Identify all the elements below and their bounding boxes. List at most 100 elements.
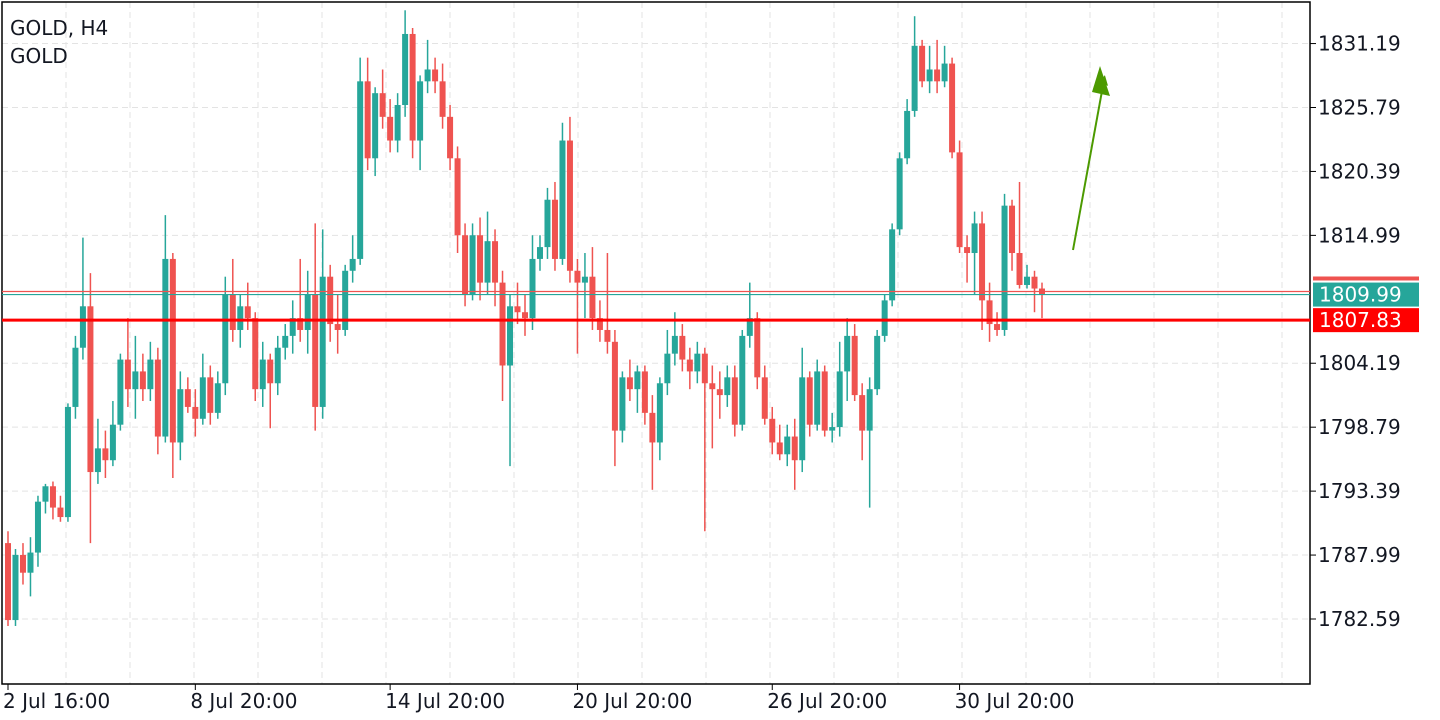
x-tick-label: 8 Jul 20:00 xyxy=(190,689,297,713)
candle-body xyxy=(874,335,881,390)
candle-body xyxy=(454,158,461,236)
candle-body xyxy=(589,276,596,319)
candle-body xyxy=(896,158,903,230)
candle-body xyxy=(686,359,693,372)
candle-body xyxy=(64,406,71,518)
candle-body xyxy=(439,81,446,117)
price-label-box xyxy=(1313,308,1419,333)
candle-body xyxy=(169,258,176,443)
candle-body xyxy=(694,353,701,372)
candle-body xyxy=(469,235,476,295)
candle-body xyxy=(34,501,41,553)
candle-body xyxy=(42,486,49,502)
candle-body xyxy=(499,282,506,366)
candle-body xyxy=(949,63,956,153)
candle-body xyxy=(409,33,416,141)
candle-body xyxy=(477,235,484,283)
candle-body xyxy=(484,241,491,283)
candle-body xyxy=(829,427,836,431)
candle-body xyxy=(716,389,723,396)
candle-body xyxy=(327,276,334,325)
y-tick-label: 1825.79 xyxy=(1318,95,1401,119)
candle-body xyxy=(836,371,843,428)
candle-body xyxy=(596,318,603,330)
candle-body xyxy=(889,229,896,301)
candle-body xyxy=(776,442,783,455)
candle-body xyxy=(784,436,791,455)
candle-body xyxy=(199,377,206,419)
candle-body xyxy=(447,116,454,159)
chart-title: GOLD, H4 xyxy=(10,16,108,40)
y-tick-label: 1793.39 xyxy=(1318,479,1401,503)
candle-body xyxy=(27,552,34,573)
candle-body xyxy=(881,300,888,336)
candle-body xyxy=(132,371,139,390)
candle-body xyxy=(244,306,251,319)
candle-body xyxy=(859,395,866,431)
candle-body xyxy=(319,276,326,407)
candle-body xyxy=(117,359,124,425)
chart-subtitle: GOLD xyxy=(10,44,68,68)
candle-body xyxy=(851,335,858,396)
x-tick-label: 30 Jul 20:00 xyxy=(955,689,1075,713)
candle-body xyxy=(417,81,424,141)
candle-body xyxy=(162,258,169,437)
price-label: 1807.83 xyxy=(1319,308,1402,332)
candle-body xyxy=(994,324,1001,330)
candle-body xyxy=(304,294,311,330)
candle-body xyxy=(462,235,469,295)
candle-body xyxy=(806,377,813,425)
candle-body xyxy=(387,116,394,141)
candle-body xyxy=(746,318,753,336)
candle-body xyxy=(94,448,101,473)
candle-body xyxy=(102,448,109,461)
candle-body xyxy=(911,45,918,111)
ask-marker xyxy=(1313,276,1419,281)
candle-body xyxy=(252,318,259,390)
candle-body xyxy=(1001,205,1008,330)
candle-body xyxy=(274,347,281,384)
x-tick-label: 26 Jul 20:00 xyxy=(767,689,887,713)
y-tick-label: 1820.39 xyxy=(1318,159,1401,183)
candle-body xyxy=(566,140,573,271)
candle-body xyxy=(79,306,86,348)
candle-body xyxy=(536,247,543,259)
price-label-box xyxy=(1313,282,1419,307)
candle-body xyxy=(754,318,761,378)
y-tick-label: 1814.99 xyxy=(1318,223,1401,247)
candle-body xyxy=(237,306,244,330)
candle-body xyxy=(492,241,499,283)
candle-body xyxy=(5,543,11,621)
candle-body xyxy=(192,406,199,419)
candle-body xyxy=(634,371,641,390)
candle-body xyxy=(349,258,356,271)
candle-body xyxy=(1009,205,1016,254)
candle-body xyxy=(147,359,154,390)
candle-body xyxy=(574,270,581,283)
candle-body xyxy=(282,335,289,348)
candle-body xyxy=(1031,276,1038,289)
y-tick-label: 1798.79 xyxy=(1318,415,1401,439)
candle-body xyxy=(424,69,431,82)
candle-body xyxy=(139,371,146,390)
candle-body xyxy=(1024,276,1031,285)
candle-body xyxy=(297,318,304,330)
candle-body xyxy=(964,247,971,254)
candle-body xyxy=(641,371,648,413)
candle-body xyxy=(124,359,131,390)
candle-body xyxy=(214,383,221,413)
candle-body xyxy=(372,93,379,159)
candle-body xyxy=(731,377,738,425)
candle-body xyxy=(919,45,926,82)
candle-body xyxy=(379,93,386,117)
candle-body xyxy=(222,294,229,384)
candle-body xyxy=(364,81,371,159)
candle-body xyxy=(724,377,731,396)
x-tick-label: 20 Jul 20:00 xyxy=(572,689,692,713)
candle-body xyxy=(432,69,439,82)
trend-arrow xyxy=(1072,75,1109,251)
candle-body xyxy=(289,318,296,336)
x-tick-label: 14 Jul 20:00 xyxy=(385,689,505,713)
candle-body xyxy=(559,140,566,259)
